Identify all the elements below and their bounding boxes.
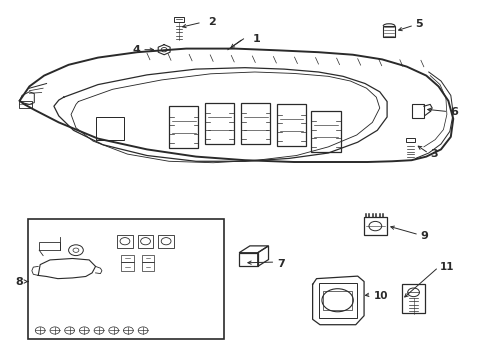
Bar (174, 17, 184, 22)
Text: 2: 2 (208, 17, 216, 27)
Bar (205, 103, 234, 144)
Bar (138, 235, 153, 248)
Bar (142, 262, 154, 271)
Bar (318, 283, 357, 318)
Bar (241, 103, 270, 144)
Bar (121, 255, 134, 262)
Bar (239, 253, 258, 266)
Bar (277, 104, 306, 146)
Bar (117, 235, 133, 248)
Bar (402, 284, 425, 313)
Bar (158, 235, 174, 248)
Bar (311, 111, 341, 152)
Bar (28, 219, 224, 339)
Bar (364, 217, 387, 235)
Text: 7: 7 (277, 258, 285, 269)
Text: 3: 3 (430, 149, 438, 159)
Bar (412, 104, 424, 118)
Text: 10: 10 (373, 291, 388, 301)
Text: 5: 5 (416, 19, 423, 30)
Bar (142, 255, 154, 262)
Bar (121, 262, 134, 271)
Text: 9: 9 (420, 231, 428, 241)
Bar (169, 106, 198, 148)
Bar (406, 138, 415, 142)
Text: 11: 11 (440, 262, 455, 272)
Bar (323, 291, 352, 310)
Text: 8: 8 (16, 276, 24, 287)
Bar (19, 101, 32, 108)
Text: 1: 1 (252, 33, 260, 44)
Bar (39, 242, 60, 250)
Bar (383, 26, 395, 37)
Text: 6: 6 (450, 107, 458, 117)
Bar (96, 117, 124, 140)
Text: 4: 4 (132, 45, 140, 55)
